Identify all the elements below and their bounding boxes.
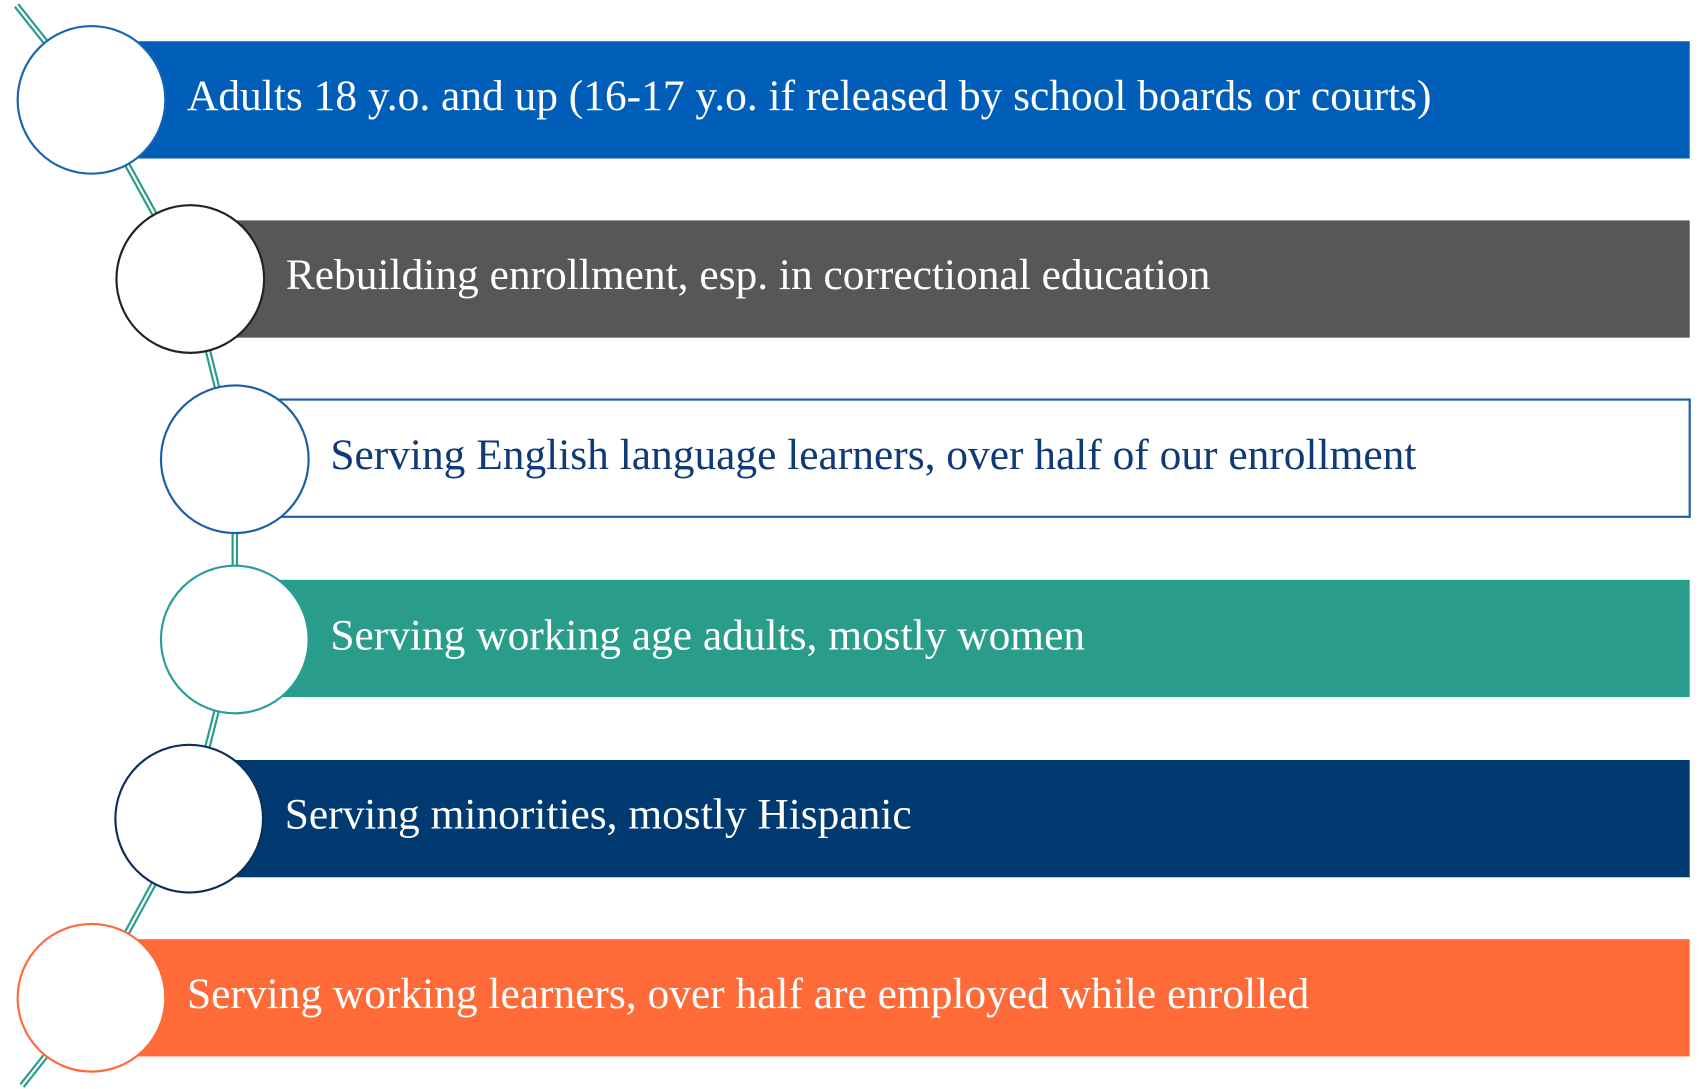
item-label: Adults 18 y.o. and up (16-17 y.o. if rel… (187, 72, 1431, 120)
connector (14, 3, 239, 1088)
item-circle (114, 743, 265, 894)
item-bar (228, 760, 1690, 878)
item-circle (159, 564, 310, 715)
item-circle (16, 24, 167, 175)
item-bar (271, 579, 1690, 698)
item-label: Rebuilding enrollment, esp. in correctio… (286, 251, 1211, 299)
item-circle (159, 384, 310, 535)
item-label: Serving working age adults, mostly women (330, 611, 1085, 659)
item-bar (228, 220, 1690, 338)
item-circle (115, 204, 266, 354)
item-label: Serving working learners, over half are … (187, 970, 1309, 1018)
item-label: Serving minorities, mostly Hispanic (285, 791, 912, 839)
item-bar (130, 939, 1690, 1057)
item-label: Serving English language learners, over … (330, 431, 1416, 479)
item-circle (16, 922, 167, 1073)
item-bar (130, 41, 1690, 159)
